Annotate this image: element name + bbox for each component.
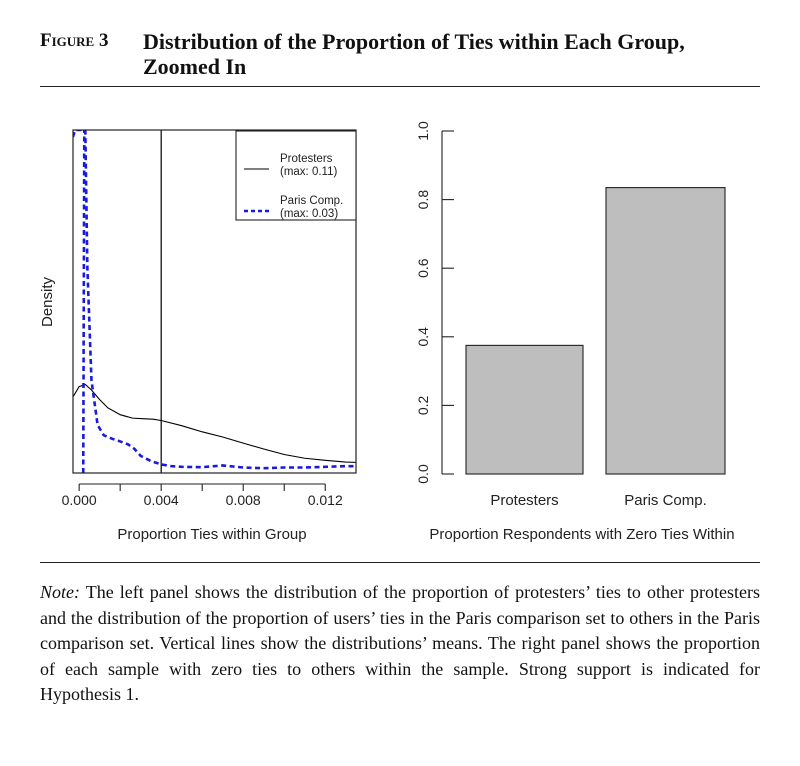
density-plot-frame xyxy=(72,129,357,474)
bar-y-tick-label: 0.4 xyxy=(415,327,431,347)
bar-category-label: Protesters xyxy=(490,492,558,509)
bottom-rule xyxy=(40,562,760,563)
density-x-tick-label: 0.012 xyxy=(308,492,343,508)
figure-charts: 0.000 0.004 0.008 0.012 Proportion Ties with… xyxy=(39,121,735,543)
figure-label: Figure 3 xyxy=(40,30,109,51)
top-rule xyxy=(40,86,760,87)
legend-entry-name: Paris Comp. xyxy=(280,195,343,207)
bar-y-tick-label: 0.2 xyxy=(415,395,431,415)
density-panel: 0.000 0.004 0.008 0.012 Proportion Ties with… xyxy=(39,129,357,543)
note-label: Note: xyxy=(40,582,80,602)
legend-entry-name: Protesters xyxy=(280,153,333,165)
bar-panel: 0.0 0.2 0.4 0.6 0.8 1.0 Protesters Paris Comp. P… xyxy=(415,121,735,543)
bar-category-label: Paris Comp. xyxy=(624,492,707,509)
bar-x-axis-label: Proportion Respondents with Zero Ties Wi… xyxy=(429,526,734,543)
legend-box xyxy=(235,130,357,221)
legend-entry-max: (max: 0.11) xyxy=(280,166,337,178)
density-legend: Protesters(max: 0.11) Paris Comp.(max: 0.… xyxy=(235,130,357,221)
density-x-tick-label: 0.000 xyxy=(62,492,97,508)
density-series-1 xyxy=(73,130,356,470)
legend-entry-max: (max: 0.03) xyxy=(280,208,338,220)
bar-y-tick-label: 0.6 xyxy=(415,258,431,278)
density-y-axis-label: Density xyxy=(39,276,56,327)
bar-1 xyxy=(605,187,726,475)
figure-title: Distribution of the Proportion of Ties w… xyxy=(143,29,685,79)
density-series-0 xyxy=(73,383,356,463)
bar-0 xyxy=(465,344,584,475)
bar-y-tick-label: 0.0 xyxy=(415,464,431,484)
bar-y-tick-label: 0.8 xyxy=(415,190,431,210)
bar-y-tick-label: 1.0 xyxy=(415,121,431,141)
note-text: The left panel shows the distribution of… xyxy=(40,582,760,704)
density-x-tick-label: 0.004 xyxy=(144,492,179,508)
density-plot-area xyxy=(73,130,356,473)
density-series-2 xyxy=(81,130,86,473)
density-x-axis-label: Proportion Ties within Group xyxy=(117,526,306,543)
density-x-tick-label: 0.008 xyxy=(226,492,261,508)
figure-note: Note: The left panel shows the distribut… xyxy=(40,580,760,708)
